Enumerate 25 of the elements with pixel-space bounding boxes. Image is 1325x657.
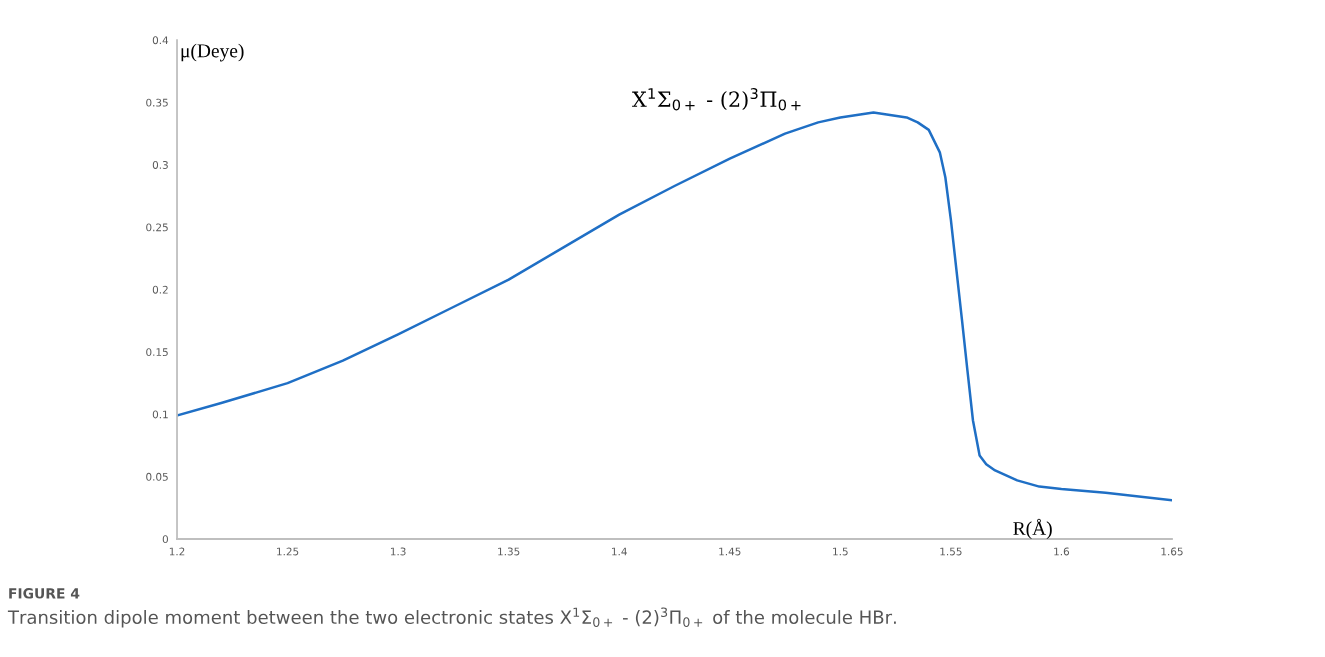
y-tick-label: 0.15: [146, 348, 168, 357]
x-tick-label: 1.2: [169, 547, 185, 556]
y-tick-label: 0.35: [146, 98, 168, 107]
x-tick-label: 1.4: [612, 547, 627, 556]
x-tick-label: 1.65: [1161, 547, 1183, 556]
text: Transition dipole moment between the two electronic states X$^{1}$Σ$_{0+}$ - (2)$^{3}$Π$_{0+}$ of the molecule HBr.: [7, 607, 896, 628]
x-tick-label: 1.5: [833, 547, 848, 556]
y-tick-label: 0.1: [152, 410, 168, 419]
y-tick-label: 0.3: [152, 161, 168, 169]
x-tick-label: 1.35: [498, 547, 520, 556]
y-tick-label: 0: [162, 535, 168, 544]
y-tick-label: 0.4: [152, 36, 169, 45]
x-tick-label: 1.45: [719, 547, 741, 556]
y-tick-label: 0.2: [152, 285, 168, 294]
series-label: X$^{1}$Σ$_{0+}$ - (2)$^{3}$Π$_{0+}$: [632, 88, 801, 111]
line-series: [177, 111, 1172, 502]
y-tick-label: 0.25: [146, 223, 168, 232]
x-tick-label: 1.3: [390, 547, 406, 556]
x-tick-label: 1.6: [1054, 547, 1070, 556]
x-axis-title: R(Å): [1013, 518, 1052, 539]
x-tick-label: 1.55: [940, 547, 962, 556]
x-tick-label: 1.25: [277, 547, 299, 556]
y-axis-title: μ(Deye): [181, 43, 244, 62]
caption: FIGURE 4: [9, 588, 80, 599]
y-tick-label: 0.05: [146, 472, 168, 481]
